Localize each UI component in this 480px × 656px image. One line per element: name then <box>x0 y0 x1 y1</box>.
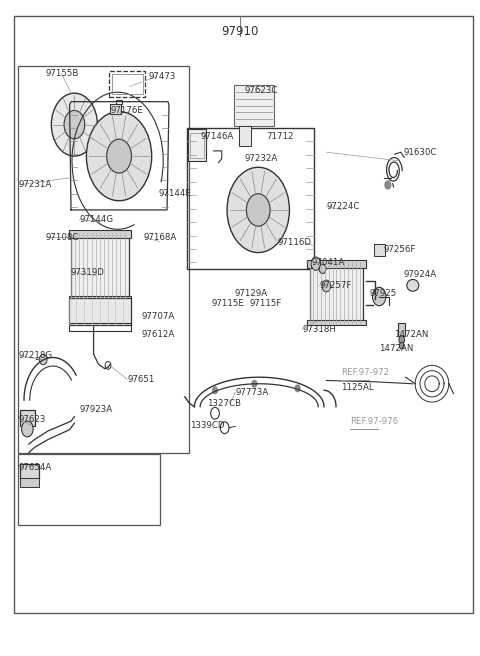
Text: 97707A: 97707A <box>142 312 175 321</box>
Bar <box>69 323 131 331</box>
Circle shape <box>227 167 289 253</box>
Circle shape <box>372 287 386 306</box>
Circle shape <box>385 181 391 189</box>
Bar <box>307 260 366 268</box>
Text: 97115E: 97115E <box>211 298 244 308</box>
Ellipse shape <box>407 279 419 291</box>
Text: 97318H: 97318H <box>302 325 336 334</box>
Bar <box>110 104 121 114</box>
Text: 97116D: 97116D <box>277 238 312 247</box>
Bar <box>190 133 204 158</box>
Text: 1125AL: 1125AL <box>341 382 373 392</box>
Text: 97773A: 97773A <box>235 388 268 397</box>
Text: 97923A: 97923A <box>79 405 112 415</box>
Circle shape <box>295 385 300 392</box>
Text: 97218G: 97218G <box>18 351 52 360</box>
Bar <box>188 129 206 161</box>
Circle shape <box>399 342 404 349</box>
Text: 97623C: 97623C <box>245 86 278 95</box>
Text: 97910: 97910 <box>221 25 259 38</box>
Circle shape <box>64 110 85 139</box>
Circle shape <box>322 280 331 292</box>
Text: 97129A: 97129A <box>234 289 267 298</box>
Bar <box>71 233 129 298</box>
Text: 91630C: 91630C <box>403 148 437 157</box>
Circle shape <box>213 387 217 394</box>
Text: 97115F: 97115F <box>250 298 282 308</box>
Text: 97144E: 97144E <box>158 189 191 198</box>
Text: 97224C: 97224C <box>326 202 360 211</box>
Text: 97155B: 97155B <box>46 69 79 78</box>
Text: 97176E: 97176E <box>110 106 143 115</box>
Circle shape <box>86 112 152 201</box>
Text: 97925: 97925 <box>370 289 397 298</box>
Circle shape <box>246 194 270 226</box>
Text: 97231A: 97231A <box>18 180 51 190</box>
Text: 97473: 97473 <box>149 72 176 81</box>
Text: 97232A: 97232A <box>245 154 278 163</box>
Text: 97654A: 97654A <box>18 462 51 472</box>
Text: 97924A: 97924A <box>403 270 436 279</box>
Text: 1472AN: 1472AN <box>379 344 414 354</box>
Bar <box>18 454 160 525</box>
Bar <box>20 464 39 479</box>
Bar <box>234 85 274 126</box>
Circle shape <box>311 257 321 270</box>
Text: 1472AN: 1472AN <box>394 330 428 339</box>
Text: 97108C: 97108C <box>46 233 79 242</box>
Bar <box>112 74 143 94</box>
Text: 97319D: 97319D <box>71 268 105 277</box>
Bar <box>109 71 145 97</box>
Text: 97146A: 97146A <box>201 132 234 141</box>
Text: 71712: 71712 <box>266 132 294 141</box>
Bar <box>187 128 314 269</box>
Bar <box>374 244 385 256</box>
Text: 97257F: 97257F <box>319 281 351 290</box>
Bar <box>239 126 251 146</box>
Text: 97256F: 97256F <box>384 245 416 254</box>
Text: REF.97-976: REF.97-976 <box>350 417 398 426</box>
Text: 97144G: 97144G <box>79 215 113 224</box>
Text: 97168A: 97168A <box>144 233 177 242</box>
Bar <box>69 296 131 301</box>
Bar <box>20 410 35 426</box>
Circle shape <box>399 336 405 344</box>
Circle shape <box>319 264 326 274</box>
Circle shape <box>107 139 132 173</box>
Bar <box>69 298 131 325</box>
Text: REF.97-972: REF.97-972 <box>341 368 389 377</box>
Circle shape <box>51 93 97 156</box>
Text: 97651: 97651 <box>127 375 155 384</box>
Bar <box>307 320 366 325</box>
Text: 97612A: 97612A <box>142 330 175 339</box>
Text: 1339CD: 1339CD <box>190 420 224 430</box>
Bar <box>18 66 189 453</box>
Circle shape <box>39 354 47 365</box>
Text: 1327CB: 1327CB <box>207 399 241 408</box>
Bar <box>310 262 363 323</box>
Bar <box>398 323 405 336</box>
Bar <box>20 478 39 487</box>
Text: 97041A: 97041A <box>312 258 345 267</box>
Circle shape <box>22 421 33 437</box>
Text: 97623: 97623 <box>18 415 46 424</box>
Circle shape <box>252 380 257 387</box>
Bar <box>69 230 131 238</box>
